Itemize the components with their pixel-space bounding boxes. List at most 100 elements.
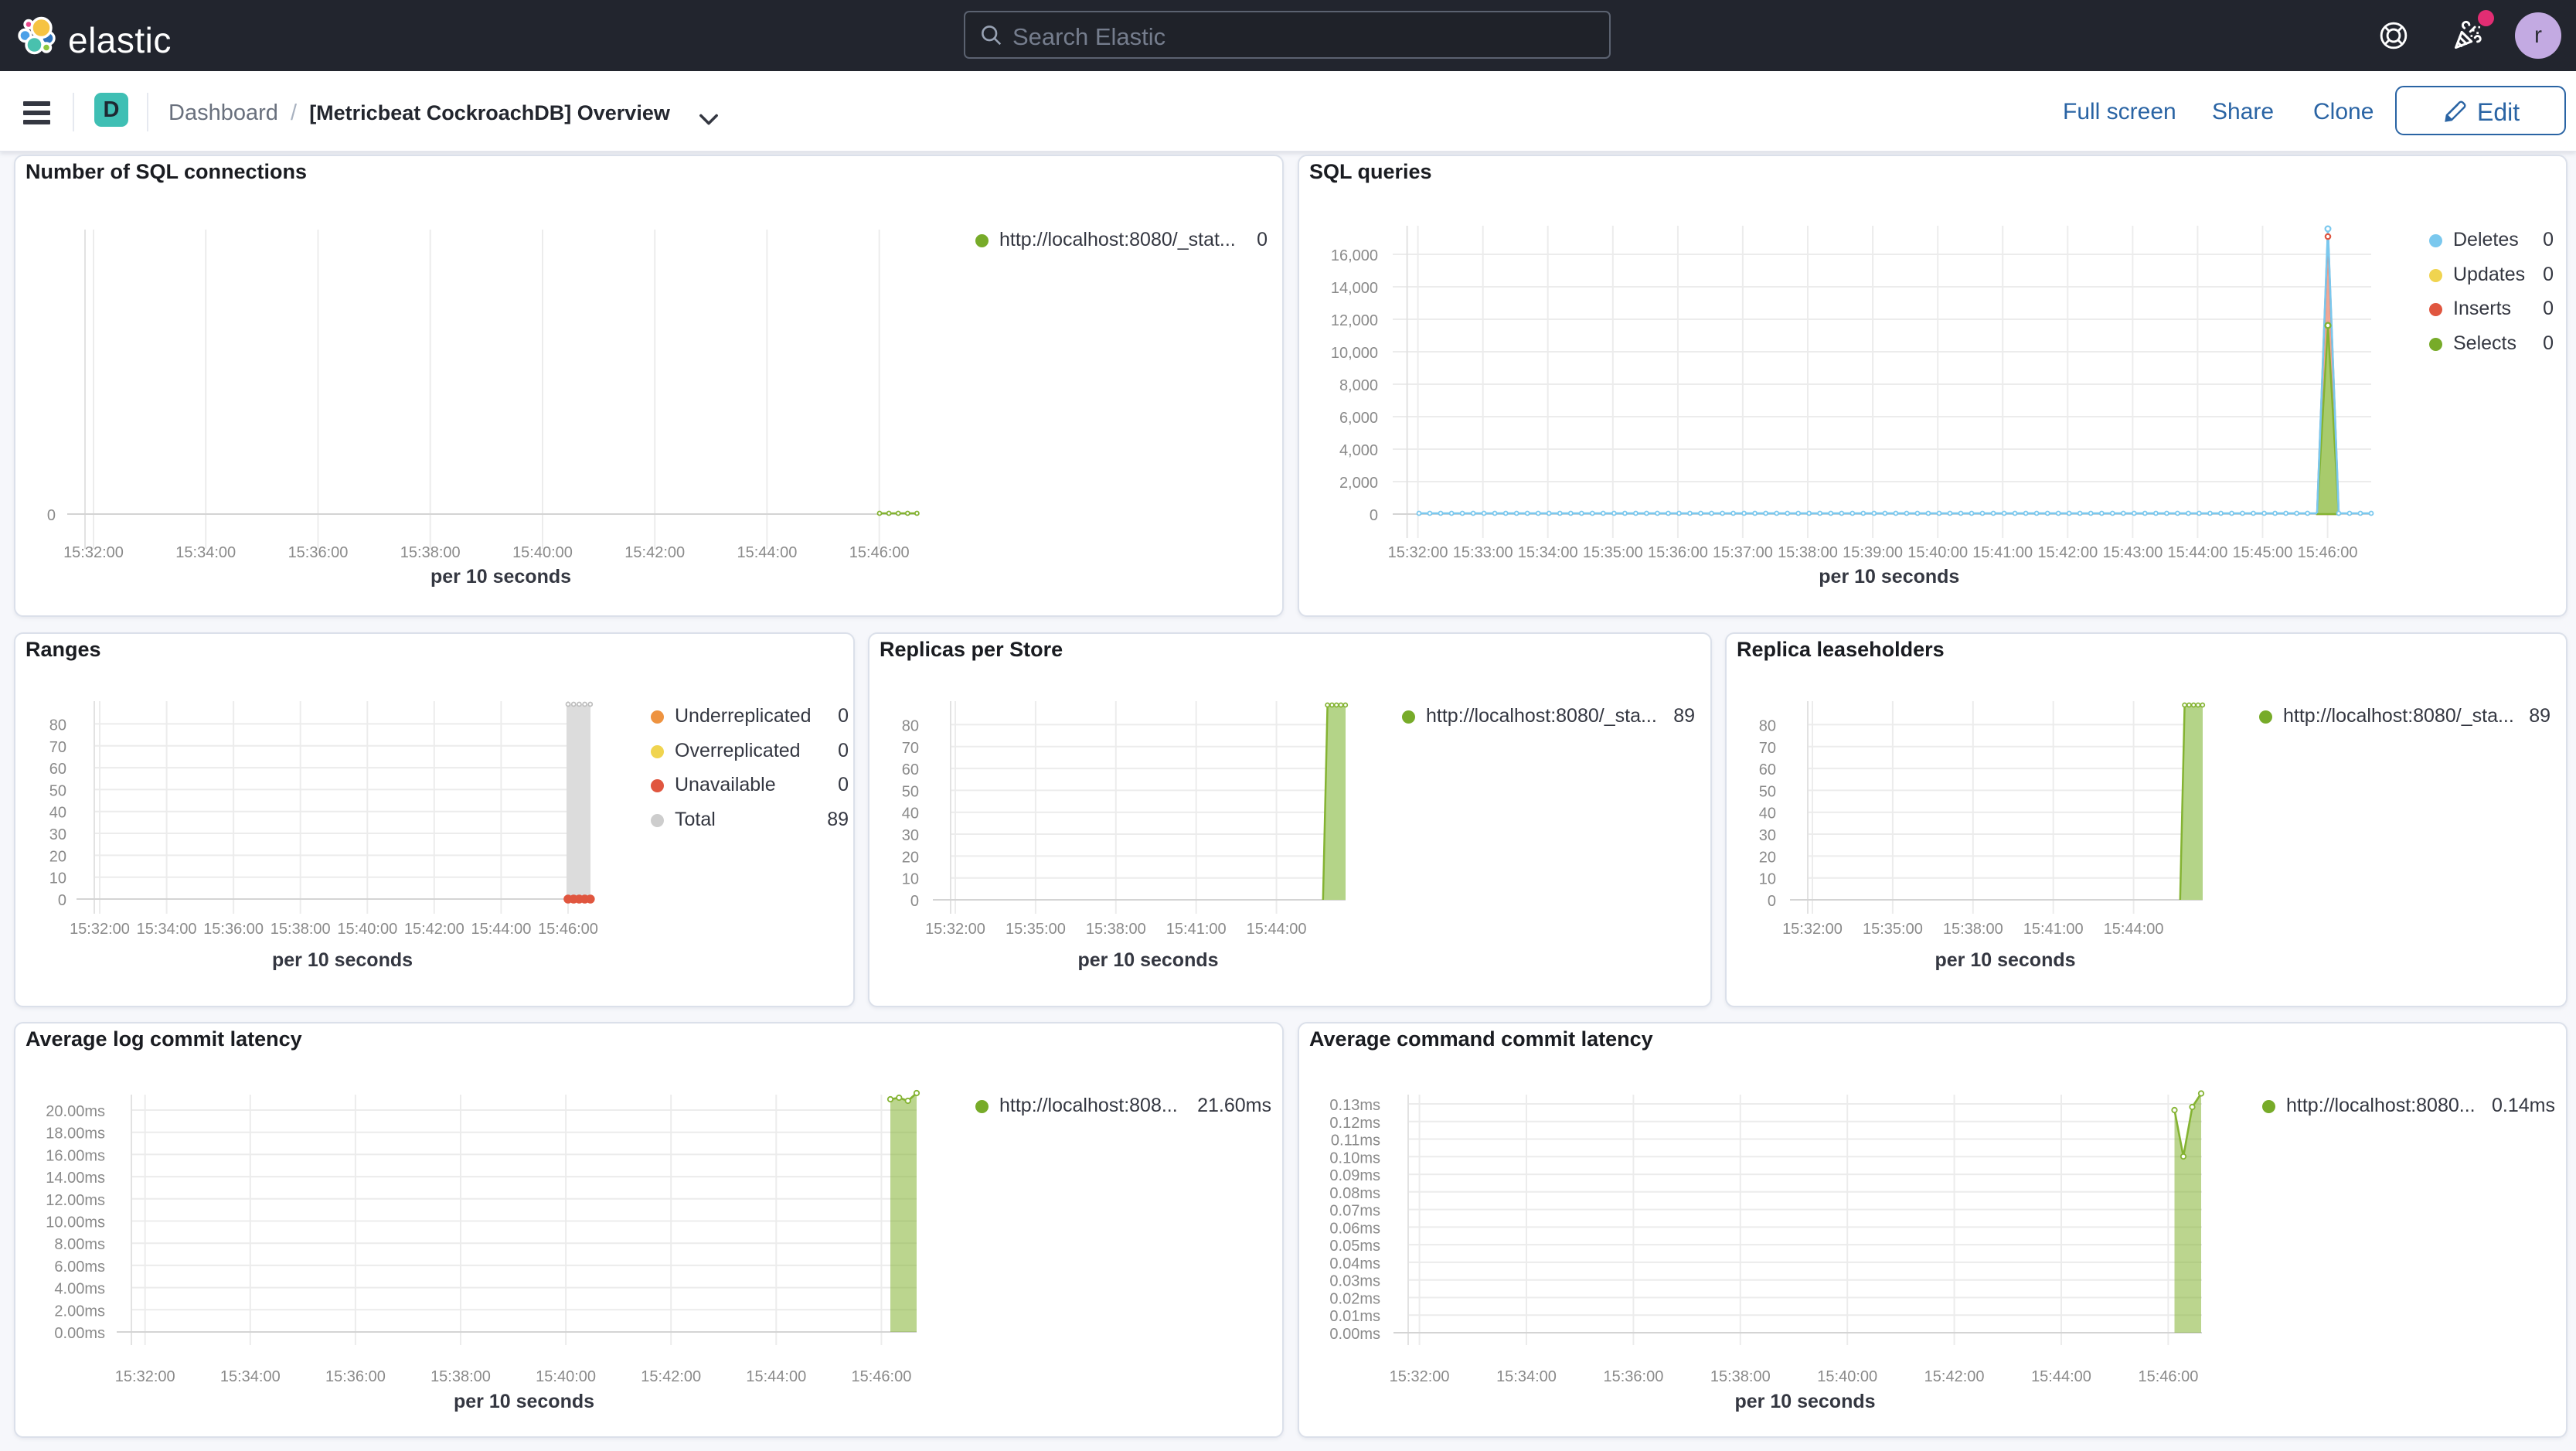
svg-text:0.00ms: 0.00ms (54, 1325, 105, 1342)
svg-text:0.05ms: 0.05ms (1329, 1238, 1380, 1255)
svg-text:15:43:00: 15:43:00 (2102, 544, 2163, 561)
svg-text:0.01ms: 0.01ms (1329, 1308, 1380, 1325)
svg-text:14.00ms: 14.00ms (46, 1170, 105, 1187)
svg-text:80: 80 (49, 717, 66, 734)
svg-text:0.04ms: 0.04ms (1329, 1255, 1380, 1272)
svg-text:20: 20 (902, 849, 919, 866)
svg-text:15:38:00: 15:38:00 (271, 921, 331, 938)
svg-text:40: 40 (902, 806, 919, 823)
svg-text:0: 0 (910, 893, 919, 910)
svg-text:15:34:00: 15:34:00 (220, 1368, 281, 1385)
svg-text:0: 0 (47, 507, 56, 524)
svg-text:15:36:00: 15:36:00 (1648, 544, 1708, 561)
svg-text:0.11ms: 0.11ms (1331, 1133, 1380, 1150)
svg-text:70: 70 (1759, 740, 1776, 757)
svg-text:15:34:00: 15:34:00 (1518, 544, 1578, 561)
svg-text:15:46:00: 15:46:00 (2298, 544, 2358, 561)
svg-text:0.00ms: 0.00ms (1329, 1326, 1380, 1343)
svg-text:6.00ms: 6.00ms (54, 1259, 105, 1276)
svg-text:15:44:00: 15:44:00 (2031, 1368, 2091, 1385)
svg-text:15:44:00: 15:44:00 (1247, 921, 1307, 938)
svg-text:15:34:00: 15:34:00 (137, 921, 197, 938)
svg-text:15:36:00: 15:36:00 (1603, 1368, 1663, 1385)
svg-text:20.00ms: 20.00ms (46, 1103, 105, 1120)
svg-text:50: 50 (49, 782, 66, 799)
svg-text:15:38:00: 15:38:00 (1086, 921, 1146, 938)
svg-text:40: 40 (49, 805, 66, 822)
svg-text:15:33:00: 15:33:00 (1453, 544, 1513, 561)
svg-text:per 10 seconds: per 10 seconds (1734, 1391, 1875, 1412)
svg-text:2.00ms: 2.00ms (54, 1303, 105, 1320)
svg-text:15:32:00: 15:32:00 (925, 921, 985, 938)
svg-text:16,000: 16,000 (1331, 247, 1378, 264)
svg-text:20: 20 (49, 848, 66, 865)
svg-text:per 10 seconds: per 10 seconds (454, 1391, 594, 1412)
svg-text:80: 80 (902, 717, 919, 734)
svg-text:15:36:00: 15:36:00 (325, 1368, 386, 1385)
svg-text:0.06ms: 0.06ms (1329, 1220, 1380, 1237)
svg-text:8,000: 8,000 (1339, 377, 1378, 394)
svg-text:15:41:00: 15:41:00 (1972, 544, 2033, 561)
svg-text:15:40:00: 15:40:00 (1907, 544, 1968, 561)
svg-text:15:45:00: 15:45:00 (2233, 544, 2293, 561)
svg-text:10: 10 (49, 870, 66, 887)
svg-text:15:38:00: 15:38:00 (400, 544, 461, 561)
svg-text:10.00ms: 10.00ms (46, 1214, 105, 1231)
svg-text:15:32:00: 15:32:00 (1390, 1368, 1450, 1385)
svg-text:15:39:00: 15:39:00 (1843, 544, 1903, 561)
svg-text:15:35:00: 15:35:00 (1583, 544, 1643, 561)
svg-text:10: 10 (1759, 871, 1776, 888)
svg-text:60: 60 (49, 761, 66, 778)
svg-text:per 10 seconds: per 10 seconds (1077, 949, 1218, 971)
svg-text:15:41:00: 15:41:00 (2023, 921, 2084, 938)
svg-text:0.09ms: 0.09ms (1329, 1167, 1380, 1184)
svg-text:per 10 seconds: per 10 seconds (1935, 949, 2075, 971)
svg-text:15:38:00: 15:38:00 (1943, 921, 2003, 938)
svg-text:15:35:00: 15:35:00 (1863, 921, 1923, 938)
svg-text:15:38:00: 15:38:00 (430, 1368, 491, 1385)
svg-text:0.02ms: 0.02ms (1329, 1291, 1380, 1308)
svg-text:20: 20 (1759, 849, 1776, 866)
svg-text:15:36:00: 15:36:00 (203, 921, 264, 938)
svg-text:15:32:00: 15:32:00 (1388, 544, 1448, 561)
svg-text:0: 0 (1768, 893, 1776, 910)
svg-text:0: 0 (58, 892, 66, 909)
svg-text:30: 30 (49, 826, 66, 843)
svg-text:15:40:00: 15:40:00 (1817, 1368, 1877, 1385)
svg-text:0.08ms: 0.08ms (1329, 1185, 1380, 1202)
svg-text:15:35:00: 15:35:00 (1006, 921, 1066, 938)
svg-text:15:41:00: 15:41:00 (1166, 921, 1227, 938)
svg-text:15:32:00: 15:32:00 (115, 1368, 175, 1385)
svg-text:30: 30 (902, 827, 919, 844)
svg-text:8.00ms: 8.00ms (54, 1236, 105, 1253)
svg-text:18.00ms: 18.00ms (46, 1126, 105, 1143)
svg-text:per 10 seconds: per 10 seconds (430, 566, 571, 588)
svg-text:0.10ms: 0.10ms (1329, 1150, 1380, 1167)
svg-text:15:40:00: 15:40:00 (337, 921, 397, 938)
svg-text:0.12ms: 0.12ms (1329, 1115, 1380, 1132)
svg-text:15:46:00: 15:46:00 (849, 544, 910, 561)
svg-text:14,000: 14,000 (1331, 280, 1378, 297)
svg-text:4,000: 4,000 (1339, 442, 1378, 459)
svg-text:15:34:00: 15:34:00 (175, 544, 236, 561)
svg-text:2,000: 2,000 (1339, 475, 1378, 492)
svg-text:15:32:00: 15:32:00 (1782, 921, 1843, 938)
svg-text:0: 0 (1370, 507, 1378, 524)
svg-text:15:40:00: 15:40:00 (536, 1368, 596, 1385)
svg-text:per 10 seconds: per 10 seconds (272, 949, 413, 971)
svg-text:0.07ms: 0.07ms (1329, 1203, 1380, 1220)
svg-text:50: 50 (1759, 783, 1776, 800)
svg-text:6,000: 6,000 (1339, 410, 1378, 427)
svg-text:15:32:00: 15:32:00 (70, 921, 130, 938)
svg-text:50: 50 (902, 783, 919, 800)
svg-text:10,000: 10,000 (1331, 345, 1378, 362)
svg-text:0.03ms: 0.03ms (1329, 1273, 1380, 1290)
svg-text:12,000: 12,000 (1331, 312, 1378, 329)
svg-text:15:38:00: 15:38:00 (1778, 544, 1838, 561)
svg-text:12.00ms: 12.00ms (46, 1192, 105, 1209)
svg-text:40: 40 (1759, 806, 1776, 823)
svg-text:15:42:00: 15:42:00 (2037, 544, 2098, 561)
svg-text:15:44:00: 15:44:00 (737, 544, 797, 561)
svg-text:15:44:00: 15:44:00 (2167, 544, 2227, 561)
svg-text:80: 80 (1759, 717, 1776, 734)
